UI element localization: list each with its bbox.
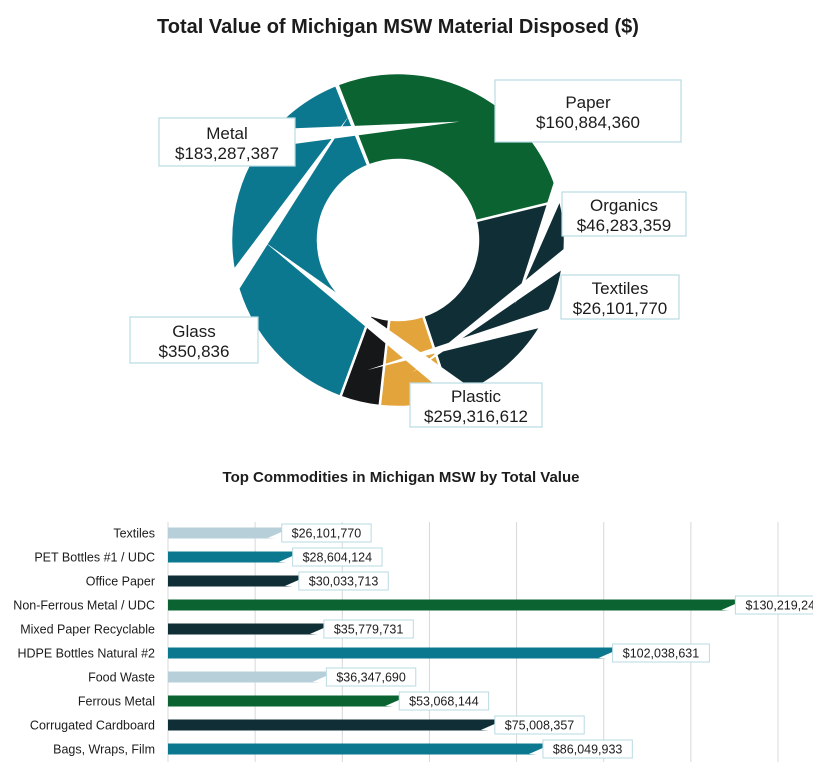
category-label: Bags, Wraps, Film [53, 743, 155, 757]
data-label-box [298, 571, 389, 591]
data-label-pointer [312, 675, 329, 683]
slice-label: Glass [172, 322, 215, 341]
data-label-pointer [528, 747, 545, 755]
callout-pointer [184, 115, 350, 347]
category-label: Office Paper [86, 575, 155, 589]
callout-plastic: Plastic$259,316,612 [264, 241, 543, 428]
data-label-box [325, 667, 417, 687]
callout-organics: Organics$46,283,359 [412, 191, 687, 373]
data-label-box [281, 523, 372, 543]
callout-box [158, 117, 296, 167]
data-label-pointer [480, 723, 497, 731]
data-label-box [612, 643, 710, 663]
slice-label: Plastic [451, 387, 502, 406]
data-label: $75,008,357 [505, 719, 575, 733]
data-label: $36,347,690 [336, 671, 406, 685]
category-label: Non-Ferrous Metal / UDC [13, 599, 155, 613]
slice-label: Textiles [592, 279, 649, 298]
callout-pointer [514, 107, 599, 305]
data-label-box [494, 715, 585, 735]
callout-pointer [412, 205, 631, 373]
slice-value-label: $46,283,359 [577, 216, 672, 235]
slice-value-label: $160,884,360 [536, 113, 640, 132]
category-label: Mixed Paper Recyclable [20, 623, 155, 637]
data-label: $35,779,731 [334, 623, 404, 637]
category-label: Textiles [113, 527, 155, 541]
data-label-pointer [598, 651, 615, 659]
callout-pointer [367, 286, 624, 370]
data-label: $130,219,244 [746, 599, 813, 613]
data-label-box [542, 739, 633, 759]
category-label: PET Bottles #1 / UDC [34, 551, 155, 565]
bar [168, 623, 324, 635]
data-label-box [734, 595, 813, 615]
data-label-box [292, 547, 383, 567]
data-label: $30,033,713 [309, 575, 379, 589]
bar-row-corrugated-cardboard: Corrugated Cardboard $75,008,357 [30, 715, 585, 735]
slice-value-label: $350,836 [159, 342, 230, 361]
data-label-pointer [385, 699, 402, 707]
data-label-pointer [721, 603, 738, 611]
donut-chart [229, 71, 567, 409]
slice-value-label: $259,316,612 [424, 407, 528, 426]
data-label-box [398, 691, 490, 711]
callout-metal: Metal$183,287,387 [158, 117, 460, 167]
callout-box [560, 274, 680, 320]
slice-value-label: $26,101,770 [573, 299, 668, 318]
donut-slice-metal [335, 71, 562, 223]
bar [168, 527, 282, 539]
slice-label: Organics [590, 196, 658, 215]
callout-glass: Glass$350,836 [129, 115, 350, 364]
callout-box [494, 79, 682, 143]
data-label: $86,049,933 [553, 743, 623, 757]
bar-row-office-paper: Office Paper $30,033,713 [86, 571, 389, 591]
bar [168, 599, 736, 611]
bar-row-mixed-paper-recyclable: Mixed Paper Recyclable $35,779,731 [20, 619, 414, 639]
donut-callouts: Paper$160,884,360Organics$46,283,359Text… [129, 79, 687, 428]
category-label: Corrugated Cardboard [30, 719, 155, 733]
bar [168, 671, 327, 683]
bar [168, 695, 400, 707]
data-label-pointer [278, 555, 295, 563]
data-label: $26,101,770 [292, 527, 362, 541]
bar-row-pet-bottles-1-udc: PET Bottles #1 / UDC $28,604,124 [34, 547, 383, 567]
data-label: $53,068,144 [409, 695, 479, 709]
callout-pointer [264, 241, 483, 414]
callout-textiles: Textiles$26,101,770 [367, 274, 680, 370]
callout-paper: Paper$160,884,360 [494, 79, 682, 305]
callout-box [561, 191, 687, 237]
bar-chart: Textiles $26,101,770 PET Bottles #1 / UDC $… [13, 523, 813, 759]
bar [168, 551, 293, 563]
bar-row-bags-wraps-film: Bags, Wraps, Film $86,049,933 [53, 739, 633, 759]
bar [168, 719, 495, 731]
category-label: HDPE Bottles Natural #2 [17, 647, 155, 661]
bar-row-non-ferrous-metal-udc: Non-Ferrous Metal / UDC $130,219,244 [13, 595, 813, 615]
bar-row-food-waste: Food Waste $36,347,690 [88, 667, 417, 687]
bar-title: Top Commodities in Michigan MSW by Total… [223, 469, 580, 486]
bar-gridlines [167, 522, 779, 762]
slice-value-label: $183,287,387 [175, 144, 279, 163]
donut-title: Total Value of Michigan MSW Material Dis… [157, 16, 639, 38]
bar-row-textiles: Textiles $26,101,770 [113, 523, 372, 543]
bar-row-hdpe-bottles-natural-2: HDPE Bottles Natural #2 $102,038,631 [17, 643, 710, 663]
slice-label: Metal [206, 124, 248, 143]
bar-row-ferrous-metal: Ferrous Metal $53,068,144 [78, 691, 490, 711]
category-label: Ferrous Metal [78, 695, 155, 709]
slice-label: Paper [565, 93, 611, 112]
callout-box [409, 382, 543, 428]
data-label-pointer [267, 531, 284, 539]
bar [168, 647, 613, 659]
bar [168, 743, 543, 755]
data-label-pointer [284, 579, 301, 587]
bar [168, 575, 299, 587]
category-label: Food Waste [88, 671, 155, 685]
data-label: $28,604,124 [303, 551, 373, 565]
data-label-pointer [309, 627, 326, 635]
data-label-box [323, 619, 414, 639]
data-label: $102,038,631 [623, 647, 700, 661]
callout-box [129, 316, 259, 364]
